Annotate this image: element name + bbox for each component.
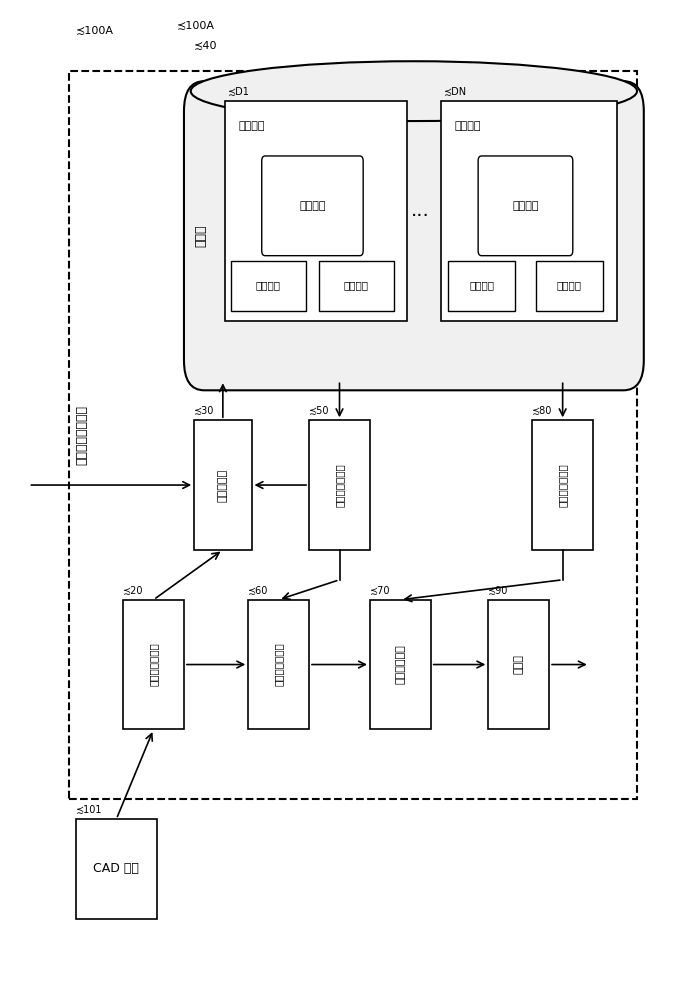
FancyBboxPatch shape	[184, 81, 644, 390]
Text: 形状特征: 形状特征	[557, 281, 582, 291]
FancyBboxPatch shape	[194, 420, 252, 550]
FancyBboxPatch shape	[319, 261, 394, 311]
FancyBboxPatch shape	[441, 101, 617, 320]
Text: 工件图像检索装置: 工件图像检索装置	[76, 405, 89, 465]
FancyBboxPatch shape	[309, 420, 370, 550]
Text: 数据库: 数据库	[194, 224, 207, 247]
Text: ≾30: ≾30	[194, 405, 215, 415]
FancyBboxPatch shape	[232, 261, 306, 311]
Text: 工件图像变形部: 工件图像变形部	[274, 643, 284, 686]
Text: 相似度计算部: 相似度计算部	[395, 645, 405, 684]
FancyBboxPatch shape	[488, 600, 549, 729]
FancyBboxPatch shape	[225, 101, 407, 320]
FancyBboxPatch shape	[123, 600, 184, 729]
Text: 登记程序取得部: 登记程序取得部	[557, 463, 568, 507]
Text: ≾100A: ≾100A	[177, 21, 215, 31]
FancyBboxPatch shape	[370, 600, 430, 729]
Text: ≾50: ≾50	[309, 405, 329, 415]
Text: CAD 系统: CAD 系统	[94, 862, 139, 875]
Text: 工件图像取得部: 工件图像取得部	[149, 643, 158, 686]
Text: 加工程序: 加工程序	[299, 201, 326, 211]
Text: 加工程序: 加工程序	[512, 201, 538, 211]
Text: 工件图像: 工件图像	[256, 281, 281, 291]
Text: ≾101: ≾101	[76, 804, 103, 814]
FancyBboxPatch shape	[249, 600, 309, 729]
Text: ≾D1: ≾D1	[228, 86, 250, 96]
FancyBboxPatch shape	[76, 819, 157, 919]
Text: 工件数据: 工件数据	[238, 121, 265, 131]
Text: ≾40: ≾40	[194, 41, 217, 51]
Text: ≾80: ≾80	[532, 405, 553, 415]
Ellipse shape	[191, 61, 637, 121]
Text: 工件登记部: 工件登记部	[218, 468, 228, 502]
Text: ...: ...	[411, 201, 430, 220]
Text: 登记图像取得部: 登记图像取得部	[335, 463, 344, 507]
Text: ≾90: ≾90	[488, 585, 509, 595]
Text: ≾70: ≾70	[370, 585, 390, 595]
FancyBboxPatch shape	[478, 156, 573, 256]
Text: ≾60: ≾60	[249, 585, 269, 595]
Text: 输出部: 输出部	[514, 655, 524, 674]
FancyBboxPatch shape	[447, 261, 515, 311]
Text: 形状特征: 形状特征	[344, 281, 369, 291]
Text: ≾100A: ≾100A	[76, 26, 114, 36]
Text: 工件数据: 工件数据	[454, 121, 481, 131]
FancyBboxPatch shape	[536, 261, 603, 311]
Text: 工件图像: 工件图像	[469, 281, 494, 291]
Text: ≾DN: ≾DN	[444, 86, 467, 96]
FancyBboxPatch shape	[532, 420, 593, 550]
FancyBboxPatch shape	[261, 156, 363, 256]
Text: ≾20: ≾20	[123, 585, 144, 595]
